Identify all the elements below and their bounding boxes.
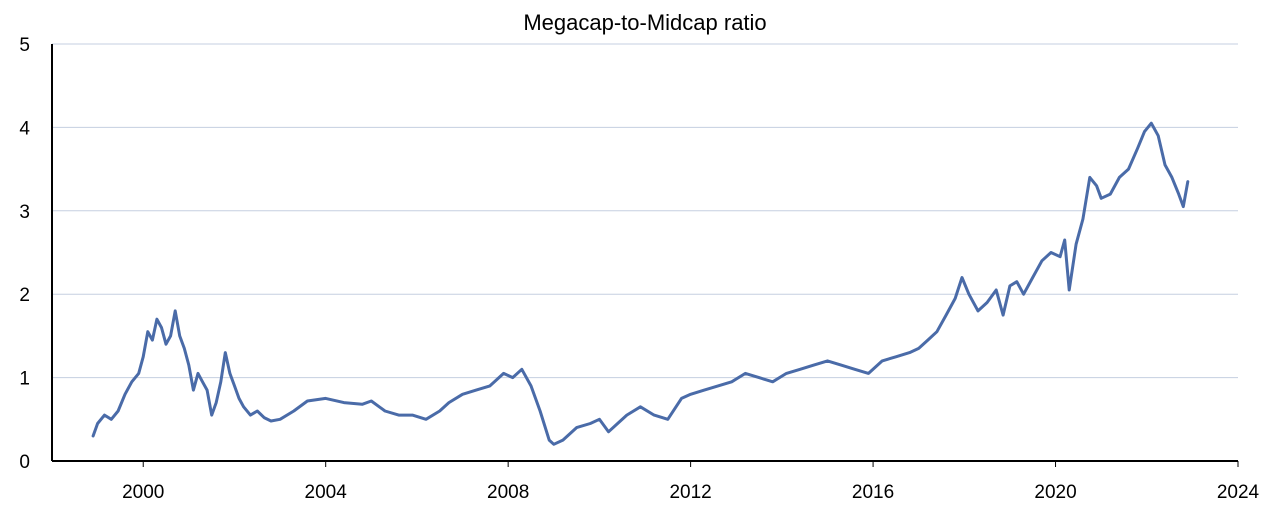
- y-tick-label: 1: [19, 369, 30, 390]
- gridlines: [52, 43, 1238, 379]
- y-axis-ticks: 0 1 2 3 4 5: [19, 35, 30, 473]
- y-tick-label: 5: [19, 35, 30, 56]
- y-tick-label: 0: [19, 452, 30, 473]
- y-tick-label: 3: [19, 202, 30, 223]
- x-tick-label: 2004: [305, 482, 348, 503]
- y-tick-label: 4: [19, 118, 30, 139]
- x-tick-label: 2020: [1034, 482, 1076, 503]
- x-tick-label: 2000: [122, 482, 164, 503]
- x-tick-label: 2016: [852, 482, 894, 503]
- x-axis-ticks: 2000 2004 2008 2012 2016 2020 2024: [122, 461, 1260, 503]
- x-tick-label: 2012: [669, 482, 711, 503]
- x-tick-label: 2008: [487, 482, 529, 503]
- series-line: [91, 121, 1190, 446]
- x-tick-label: 2024: [1217, 482, 1260, 503]
- y-tick-label: 2: [19, 285, 30, 306]
- chart-title: Megacap-to-Midcap ratio: [523, 10, 766, 35]
